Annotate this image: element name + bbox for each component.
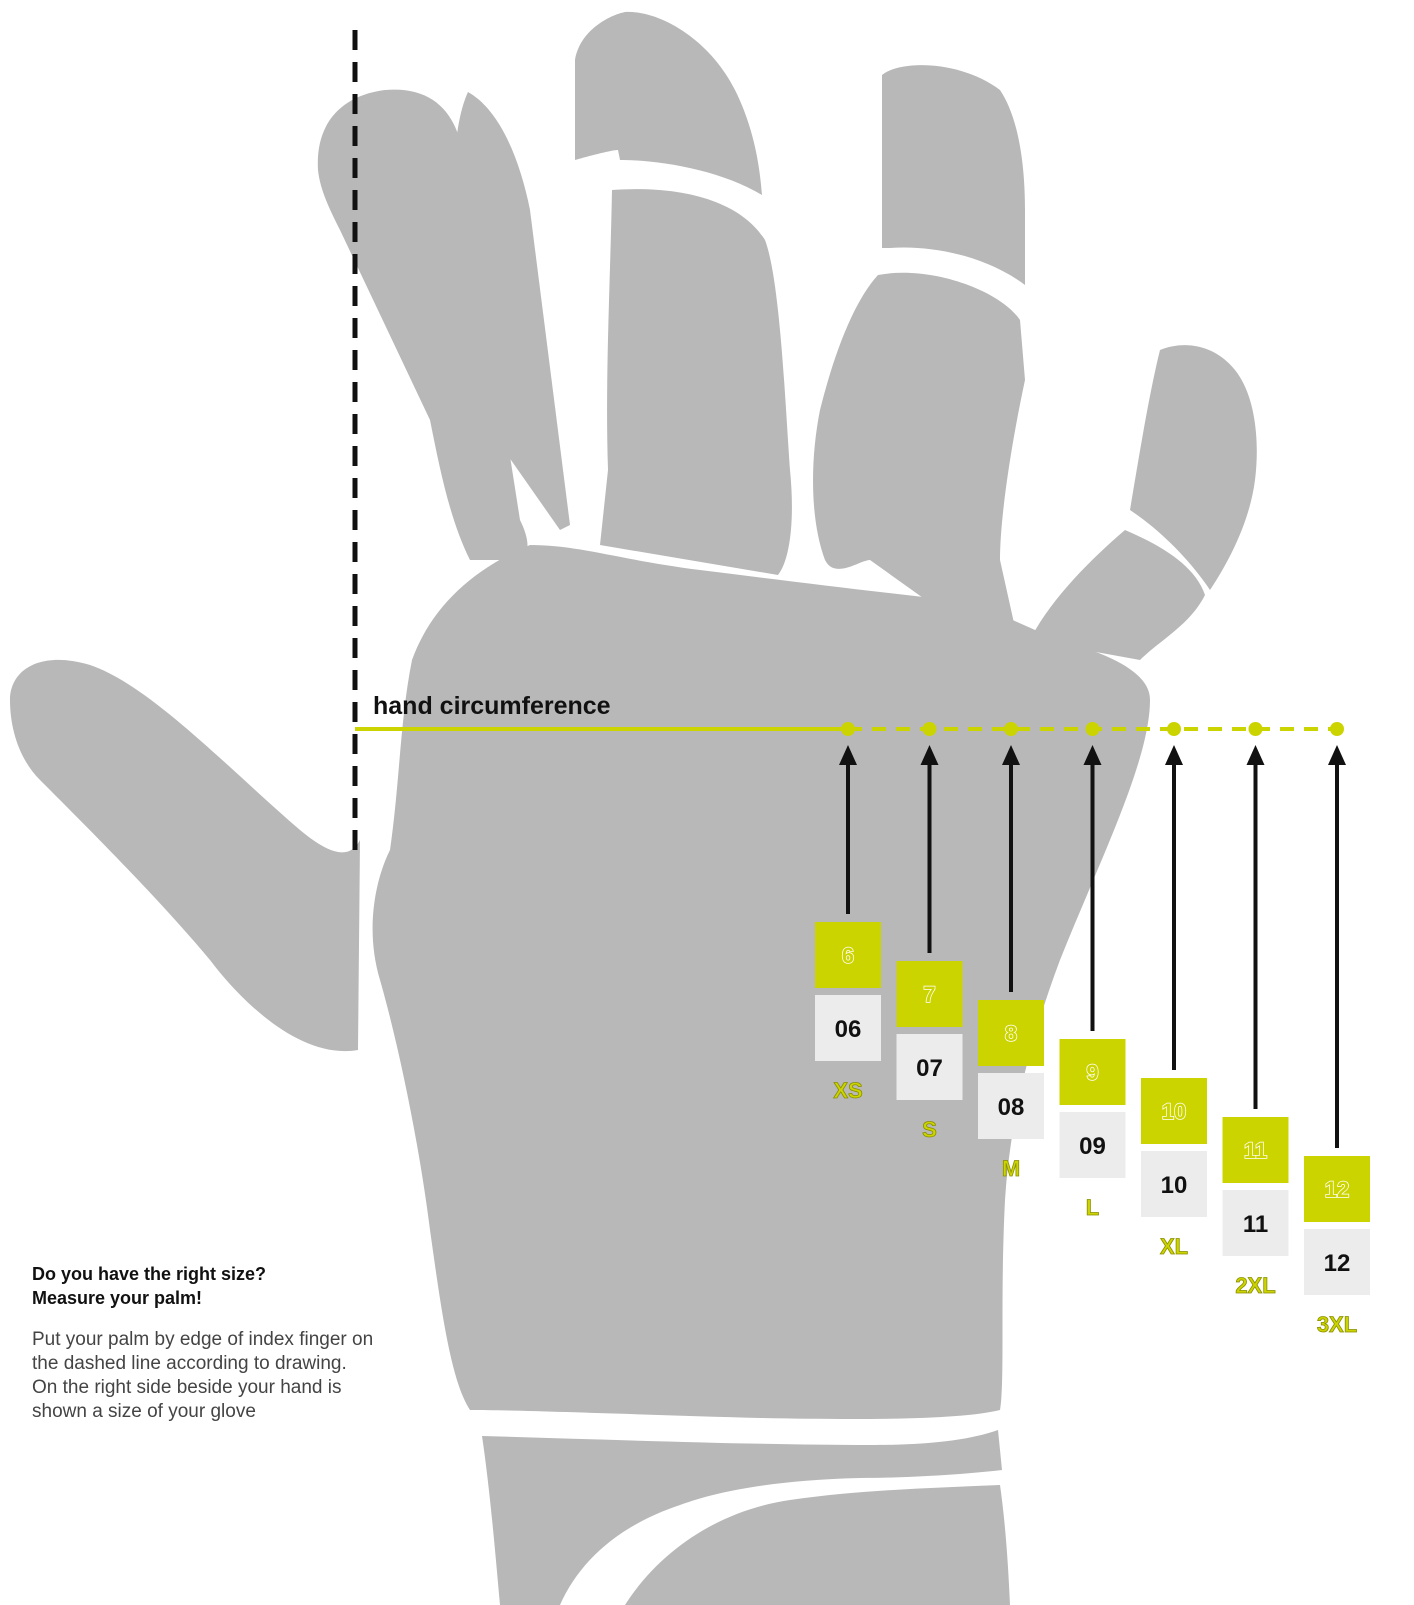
instructions-heading-line-2: Measure your palm! <box>32 1288 203 1308</box>
instructions-body-line-3: On the right side beside your hand is <box>32 1377 342 1398</box>
size-code-box-3xl <box>1304 1229 1370 1295</box>
size-number-box-s <box>896 961 963 1027</box>
size-letter-label-m: M <box>1002 1156 1020 1181</box>
size-letter-label-2xl: 2XL <box>1235 1273 1275 1298</box>
arrow-head-l <box>1083 745 1102 765</box>
measure-dot-2xl <box>1248 722 1263 736</box>
right-finger-shape <box>1130 345 1257 590</box>
palm-shape <box>372 545 1150 1420</box>
arrow-head-xl <box>1165 745 1183 765</box>
size-number-label-s: 7 <box>923 982 935 1007</box>
size-number-label-2xl: 11 <box>1244 1138 1267 1163</box>
size-number-box-2xl <box>1222 1117 1289 1183</box>
instructions-heading-line-1: Do you have the right size? <box>32 1264 267 1284</box>
size-markers: 6 06 XS 7 07 S 8 08 M 9 09 L 10 10 XL 11 11 2XL 12 12 3XL <box>815 722 1370 1337</box>
arrow-head-2xl <box>1246 745 1265 765</box>
instructions-heading: Do you have the right size? Measure your… <box>32 1262 472 1310</box>
size-code-label-m: 08 <box>998 1094 1025 1121</box>
size-code-label-l: 09 <box>1079 1133 1106 1160</box>
size-code-box-2xl <box>1222 1190 1289 1256</box>
size-code-label-2xl: 11 <box>1243 1211 1268 1238</box>
hand-circumference-label: hand circumference <box>373 692 611 720</box>
arrow-head-m <box>1002 745 1020 765</box>
ring-finger-shape <box>453 92 570 530</box>
size-code-box-xl <box>1141 1151 1207 1217</box>
size-letter-label-s: S <box>922 1117 937 1142</box>
measure-dot-xl <box>1167 722 1181 736</box>
instructions-body-line-1: Put your palm by edge of index finger on <box>32 1329 374 1350</box>
size-letter-label-xl: XL <box>1160 1234 1188 1259</box>
arrow-head-3xl <box>1328 745 1346 765</box>
size-code-box-xs <box>815 995 881 1061</box>
size-letter-label-l: L <box>1086 1195 1099 1220</box>
size-number-label-m: 8 <box>1005 1021 1017 1046</box>
size-code-label-s: 07 <box>916 1055 943 1082</box>
measure-dot-3xl <box>1330 722 1344 736</box>
measure-dot-s <box>922 722 937 736</box>
size-code-box-l <box>1059 1112 1126 1178</box>
middle-finger-shape <box>600 189 792 576</box>
thumb-shape <box>10 659 360 1052</box>
right-finger-base-shape <box>1030 530 1205 660</box>
instructions-panel: Do you have the right size? Measure your… <box>32 1262 472 1424</box>
instructions-body: Put your palm by edge of index finger on… <box>32 1328 472 1424</box>
size-number-box-l <box>1059 1039 1126 1105</box>
measure-dot-xs <box>841 722 855 736</box>
size-number-box-xl <box>1141 1078 1207 1144</box>
size-number-box-m <box>978 1000 1044 1066</box>
size-number-label-3xl: 12 <box>1325 1177 1349 1202</box>
wrist-band-shape <box>482 1430 1002 1605</box>
size-number-box-xs <box>815 922 881 988</box>
size-letter-label-3xl: 3XL <box>1317 1312 1357 1337</box>
size-number-label-l: 9 <box>1086 1060 1098 1085</box>
index-finger-shape <box>813 272 1025 653</box>
size-number-label-xs: 6 <box>842 943 854 968</box>
size-code-box-s <box>896 1034 963 1100</box>
size-code-label-xl: 10 <box>1161 1172 1188 1199</box>
instructions-body-line-2: the dashed line according to drawing. <box>32 1353 347 1374</box>
size-letter-label-xs: XS <box>833 1078 862 1103</box>
index-finger-tip-shape <box>882 65 1025 285</box>
measure-dot-m <box>1004 722 1018 736</box>
size-number-label-xl: 10 <box>1162 1099 1186 1124</box>
middle-finger-tip-shape <box>575 11 762 195</box>
hand-illustration <box>10 11 1257 1605</box>
instructions-body-line-4: shown a size of your glove <box>32 1401 256 1422</box>
size-number-box-3xl <box>1304 1156 1370 1222</box>
arrow-head-s <box>920 745 939 765</box>
arrow-head-xs <box>839 745 857 765</box>
measure-dot-l <box>1085 722 1100 736</box>
cuff-shape <box>625 1485 1010 1605</box>
size-code-label-xs: 06 <box>835 1016 862 1043</box>
size-code-label-3xl: 12 <box>1324 1250 1351 1277</box>
pinky-finger-shape <box>317 89 528 560</box>
size-code-box-m <box>978 1073 1044 1139</box>
